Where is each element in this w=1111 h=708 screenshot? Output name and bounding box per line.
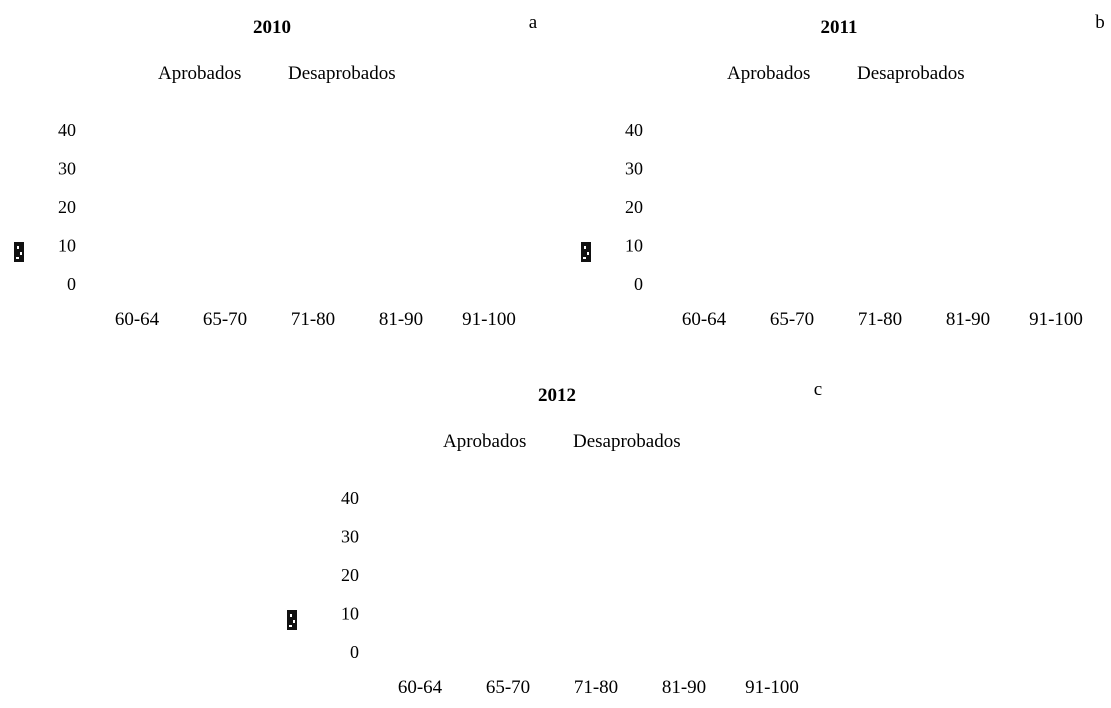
x-tick-label: 91-100: [462, 309, 516, 330]
x-tick-label: 81-90: [662, 677, 706, 698]
y-tick-label: 20: [625, 197, 643, 217]
chart-svg-2012: 2012 c Aprobados Desaprobados 010203040 …: [287, 379, 822, 698]
legend-entry-aprobados: Aprobados: [727, 63, 810, 84]
x-tick-label: 71-80: [858, 309, 902, 330]
legend-entry-aprobados: Aprobados: [443, 431, 526, 452]
y-tick-label: 0: [350, 642, 359, 662]
y-tick-label: 0: [67, 274, 76, 294]
chart-panel-2010: 2010 a Aprobados Desaprobados 0 10 20 30 40 …: [0, 0, 540, 340]
legend: Aprobados Desaprobados: [727, 63, 965, 84]
legend: Aprobados Desaprobados: [158, 63, 396, 84]
chart-panel-2011: 2011 b Aprobados Desaprobados 0 10 20 30 40 …: [567, 0, 1107, 340]
y-tick-label: 10: [341, 604, 359, 624]
y-tick-label: 20: [58, 197, 76, 217]
y-axis-ticks: 0 10 20 30 40: [58, 120, 76, 294]
x-tick-label: 71-80: [291, 309, 335, 330]
y-axis-ticks: 0 10 20 30 40: [341, 488, 359, 662]
y-tick-label: 30: [58, 159, 76, 179]
legend: Aprobados Desaprobados: [443, 431, 681, 452]
legend-entry-desaprobados: Desaprobados: [288, 63, 396, 84]
y-tick-label: 10: [58, 236, 76, 256]
x-axis-ticks: 60-64 65-70 71-80 81-90 91-100: [115, 309, 516, 330]
x-tick-label: 60-64: [398, 677, 443, 698]
y-tick-label: 30: [341, 527, 359, 547]
x-tick-label: 60-64: [115, 309, 160, 330]
y-tick-label: 40: [341, 488, 359, 508]
chart-svg-2010: 2010 a Aprobados Desaprobados 010203040 …: [14, 12, 538, 330]
y-tick-label: 0: [634, 274, 643, 294]
y-tick-label: 40: [625, 120, 643, 140]
y-tick-label: 20: [341, 565, 359, 585]
chart-title: 2010: [253, 17, 291, 38]
x-tick-label: 91-100: [745, 677, 799, 698]
legend-entry-desaprobados: Desaprobados: [573, 431, 681, 452]
y-axis-label-glyph: [287, 610, 297, 630]
panel-letter: a: [529, 12, 538, 33]
x-tick-label: 71-80: [574, 677, 618, 698]
chart-panel-2012: 2012 c Aprobados Desaprobados 0 10 20 30 40 …: [283, 368, 823, 708]
panel-letter: c: [814, 379, 822, 400]
x-tick-label: 65-70: [770, 309, 814, 330]
y-axis-label-glyph: [14, 242, 24, 262]
x-tick-label: 91-100: [1029, 309, 1083, 330]
chart-title: 2011: [821, 17, 858, 38]
panel-letter: b: [1095, 12, 1105, 33]
x-tick-label: 81-90: [946, 309, 990, 330]
legend-entry-aprobados: Aprobados: [158, 63, 241, 84]
y-axis-ticks: 0 10 20 30 40: [625, 120, 643, 294]
x-axis-ticks: 60-64 65-70 71-80 81-90 91-100: [682, 309, 1083, 330]
x-axis-ticks: 60-64 65-70 71-80 81-90 91-100: [398, 677, 799, 698]
legend-entry-desaprobados: Desaprobados: [857, 63, 965, 84]
y-tick-label: 40: [58, 120, 76, 140]
y-tick-label: 30: [625, 159, 643, 179]
y-axis-label-glyph: [581, 242, 591, 262]
x-tick-label: 65-70: [486, 677, 530, 698]
chart-title: 2012: [538, 385, 576, 406]
x-tick-label: 65-70: [203, 309, 247, 330]
chart-svg-2011: 2011 b Aprobados Desaprobados 010203040 …: [581, 12, 1105, 330]
y-tick-label: 10: [625, 236, 643, 256]
x-tick-label: 81-90: [379, 309, 423, 330]
x-tick-label: 60-64: [682, 309, 727, 330]
